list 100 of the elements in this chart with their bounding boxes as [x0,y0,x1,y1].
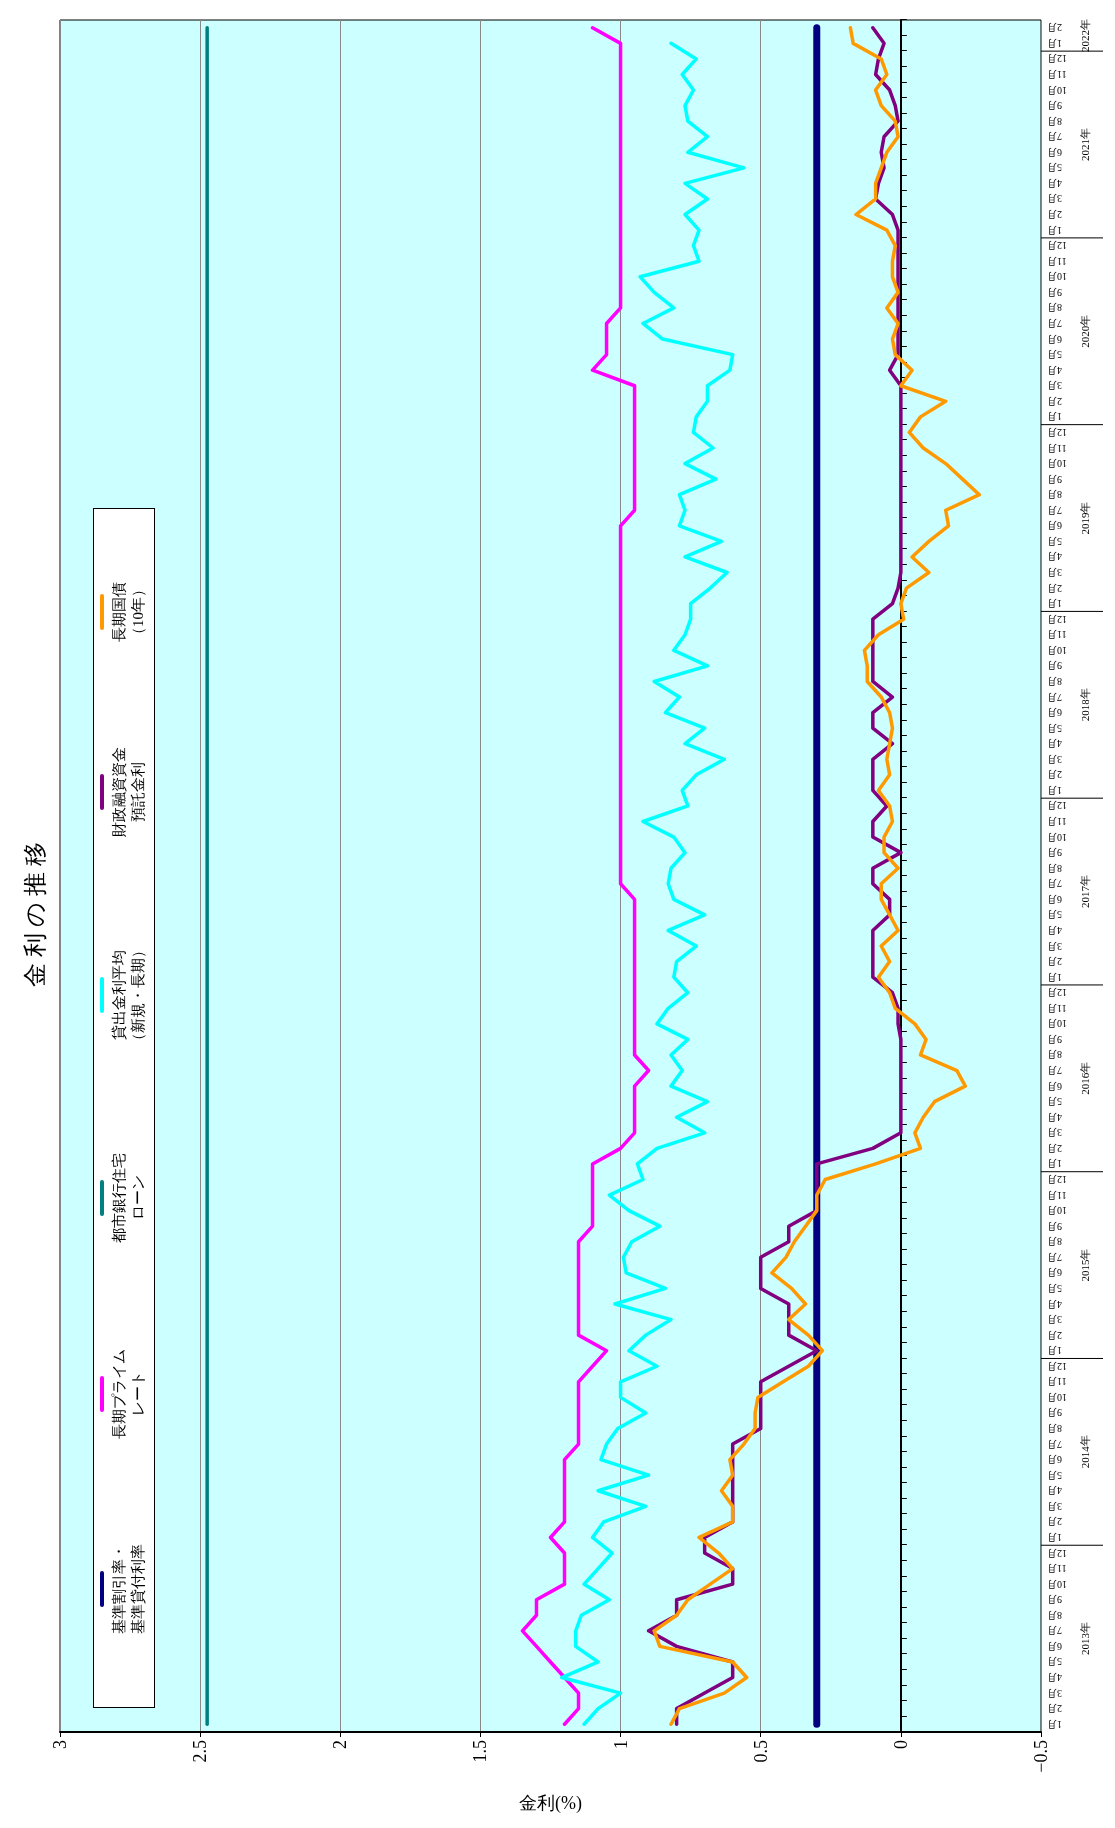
y-tick-label: 4月 [1047,1485,1062,1497]
y-tick-label: 11月 [1047,1563,1067,1575]
y-tick-label: 6月 [1047,707,1062,719]
x-tick-label: 3 [50,1740,70,1749]
y-tick-label: 9月 [1047,1220,1062,1232]
y-tick-label: 3月 [1047,1127,1062,1139]
y-tick-label: 3月 [1047,753,1062,765]
y-tick-label: 12月 [1047,1173,1067,1185]
y-tick-label: 1月 [1047,1531,1062,1543]
y-tick-label: 9月 [1047,100,1062,112]
y-tick-label: 9月 [1047,1594,1062,1606]
y-tick-label: 11月 [1047,629,1067,641]
y-tick-label: 3月 [1047,940,1062,952]
text: 2022年 [1078,19,1091,53]
y-tick-label: 4月 [1047,364,1062,376]
y-tick-label: 1月 [1047,1345,1062,1357]
y-tick-label: 8月 [1047,302,1062,314]
y-tick-label: 9月 [1047,286,1062,298]
y-tick-label: 10月 [1047,1578,1067,1590]
y-tick-label: 7月 [1047,878,1062,890]
y-tick-label: 4月 [1047,738,1062,750]
legend-label: 財政融資資金預託金利 [110,747,147,838]
y-tick-label: 6月 [1047,1080,1062,1092]
y-tick-label: 11月 [1047,816,1067,828]
y-tick-label: 1月 [1047,224,1062,236]
y-tick-label: 12月 [1047,613,1067,625]
text: 2017年 [1078,875,1091,909]
y-tick-label: 6月 [1047,1267,1062,1279]
y-tick-label: 10月 [1047,84,1067,96]
y-tick-label: 3月 [1047,567,1062,579]
y-tick-label: 5月 [1047,1282,1062,1294]
y-tick-label: 7月 [1047,1251,1062,1263]
x-tick-label: 0 [890,1740,911,1749]
y-tick-label: 3月 [1047,380,1062,392]
y-tick-label: 9月 [1047,473,1062,485]
y-tick-label: 2月 [1047,209,1062,221]
y-tick-label: 7月 [1047,1625,1062,1637]
y-tick-label: 11月 [1047,442,1067,454]
text: 2014年 [1078,1435,1091,1469]
legend-label: 長期国債（10年） [110,581,147,642]
y-tick-label: 8月 [1047,1423,1062,1435]
text: 2019年 [1078,501,1091,535]
y-tick-label: 1月 [1047,1158,1062,1170]
legend-label: 都市銀行住宅ローン [110,1153,147,1244]
y-tick-label: 8月 [1047,862,1062,874]
y-tick-label: 3月 [1047,1500,1062,1512]
legend-label: 貸出金利平均（新規・長期） [110,942,147,1048]
y-tick-label: 2月 [1047,1329,1062,1341]
y-tick-label: 7月 [1047,691,1062,703]
y-tick-label: 10月 [1047,644,1067,656]
y-tick-label: 7月 [1047,504,1062,516]
y-tick-label: 11月 [1047,68,1067,80]
x-tick-label: 1.5 [470,1740,491,1763]
y-tick-label: 12月 [1047,1360,1067,1372]
y-tick-label: 5月 [1047,909,1062,921]
y-tick-label: 1月 [1047,411,1062,423]
y-tick-label: 12月 [1047,987,1067,999]
y-tick-label: 5月 [1047,162,1062,174]
y-tick-label: 4月 [1047,924,1062,936]
y-tick-label: 7月 [1047,131,1062,143]
y-tick-label: 6月 [1047,333,1062,345]
y-tick-label: 10月 [1047,458,1067,470]
y-tick-label: 5月 [1047,1469,1062,1481]
y-tick-label: 3月 [1047,193,1062,205]
y-tick-label: 2月 [1047,1142,1062,1154]
y-tick-label: 5月 [1047,1096,1062,1108]
text: 2020年 [1078,314,1091,348]
y-tick-label: 7月 [1047,1438,1062,1450]
text: 2013年 [1078,1622,1091,1656]
y-tick-label: 5月 [1047,535,1062,547]
y-tick-label: 8月 [1047,1609,1062,1621]
text: 金 利 の 推 移 [22,841,48,987]
x-tick-label: −0.5 [1031,1740,1051,1773]
y-tick-label: 5月 [1047,722,1062,734]
y-tick-label: 8月 [1047,675,1062,687]
y-tick-label: 1月 [1047,971,1062,983]
y-tick-label: 8月 [1047,1236,1062,1248]
x-tick-label: 0.5 [750,1740,771,1763]
y-tick-label: 2月 [1047,22,1062,34]
y-tick-label: 4月 [1047,1672,1062,1684]
text: 2021年 [1078,128,1091,162]
y-tick-label: 10月 [1047,1205,1067,1217]
y-tick-label: 2月 [1047,395,1062,407]
y-tick-label: 2月 [1047,769,1062,781]
y-tick-label: 12月 [1047,426,1067,438]
y-tick-label: 2月 [1047,582,1062,594]
y-tick-label: 7月 [1047,317,1062,329]
y-tick-label: 4月 [1047,1111,1062,1123]
y-tick-label: 12月 [1047,240,1067,252]
y-tick-label: 6月 [1047,1454,1062,1466]
y-tick-label: 10月 [1047,271,1067,283]
y-tick-label: 5月 [1047,1656,1062,1668]
y-tick-label: 9月 [1047,847,1062,859]
y-tick-label: 12月 [1047,1547,1067,1559]
y-tick-label: 1月 [1047,1718,1062,1730]
y-tick-label: 2月 [1047,1516,1062,1528]
y-tick-label: 4月 [1047,1298,1062,1310]
y-tick-label: 12月 [1047,800,1067,812]
x-tick-label: 2 [330,1740,351,1749]
y-tick-label: 6月 [1047,520,1062,532]
